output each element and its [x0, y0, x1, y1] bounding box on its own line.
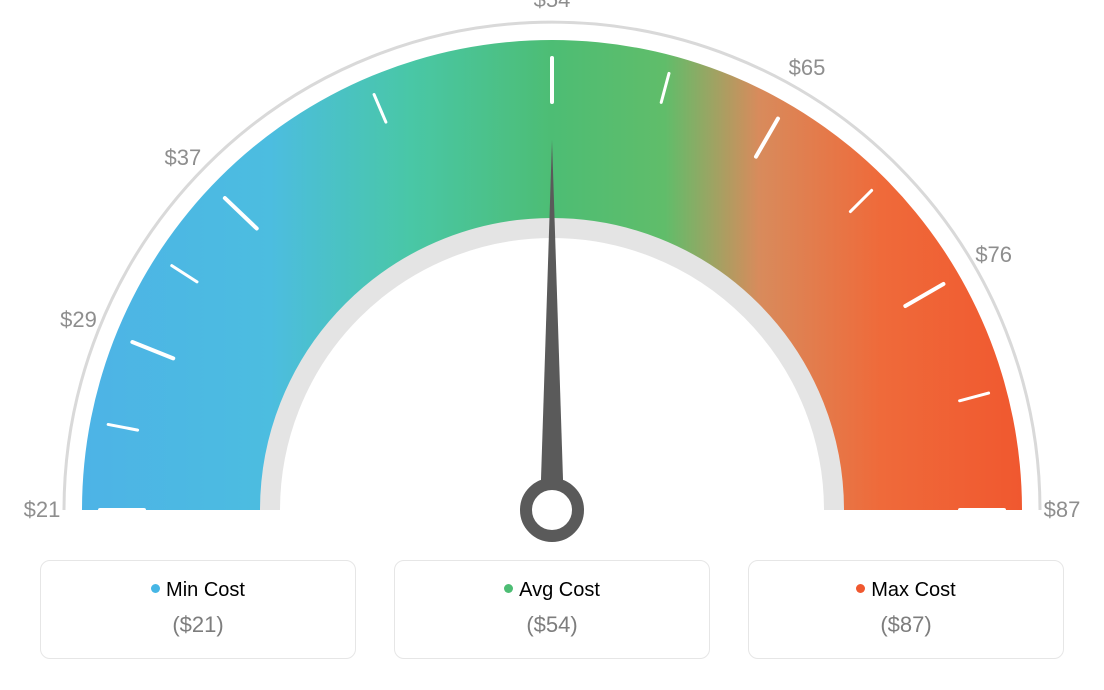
legend-label: Max Cost: [871, 579, 955, 601]
dot-icon: [856, 584, 865, 593]
gauge-tick-label: $87: [1044, 497, 1081, 523]
legend-title-max: Max Cost: [749, 579, 1063, 602]
legend-card-min: Min Cost ($21): [40, 560, 356, 659]
dot-icon: [504, 584, 513, 593]
legend-card-avg: Avg Cost ($54): [394, 560, 710, 659]
legend-value-max: ($87): [749, 612, 1063, 638]
legend-card-max: Max Cost ($87): [748, 560, 1064, 659]
gauge-tick-label: $65: [789, 55, 826, 81]
legend-row: Min Cost ($21) Avg Cost ($54) Max Cost (…: [0, 560, 1104, 659]
gauge-tick-label: $54: [534, 0, 571, 13]
gauge-tick-label: $21: [24, 497, 61, 523]
legend-label: Min Cost: [166, 579, 245, 601]
legend-value-avg: ($54): [395, 612, 709, 638]
gauge-tick-label: $29: [60, 307, 97, 333]
gauge-chart: $21 $29 $37 $54 $65 $76 $87: [0, 0, 1104, 560]
gauge-svg: [0, 0, 1104, 560]
gauge-tick-label: $76: [975, 242, 1012, 268]
legend-title-avg: Avg Cost: [395, 579, 709, 602]
gauge-tick-label: $37: [165, 145, 202, 171]
dot-icon: [151, 584, 160, 593]
legend-value-min: ($21): [41, 612, 355, 638]
legend-title-min: Min Cost: [41, 579, 355, 602]
legend-label: Avg Cost: [519, 579, 600, 601]
